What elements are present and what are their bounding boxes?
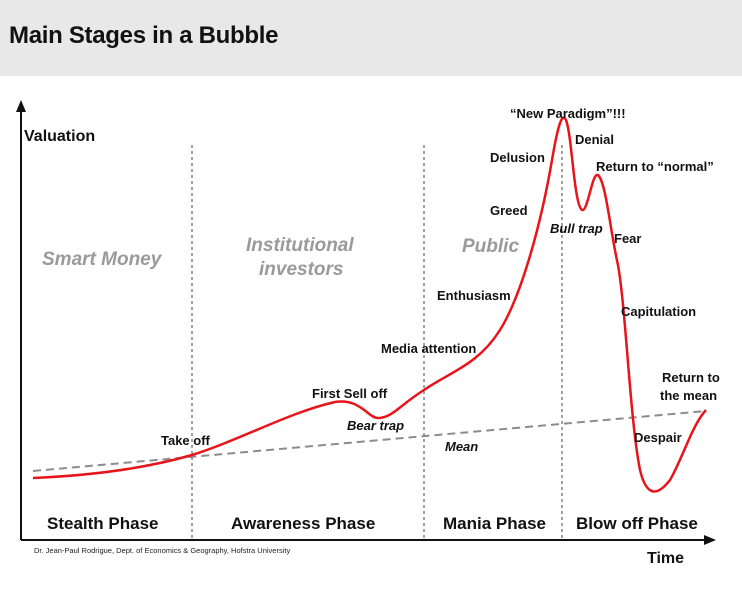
label-denial: Denial — [575, 132, 614, 147]
label-media-attention: Media attention — [381, 341, 476, 356]
label-fear: Fear — [614, 231, 641, 246]
phase-awareness: Awareness Phase — [231, 514, 375, 533]
label-return-to-mean-line1: Return to — [662, 370, 720, 385]
y-axis-label: Valuation — [24, 128, 95, 145]
phase-stealth: Stealth Phase — [47, 514, 159, 533]
mean-line — [32, 410, 707, 472]
label-bull-trap: Bull trap — [550, 221, 603, 236]
x-axis-arrow — [704, 535, 716, 545]
title-bar: Main Stages in a Bubble — [0, 0, 742, 76]
label-capitulation: Capitulation — [621, 304, 696, 319]
group-public: Public — [462, 236, 519, 257]
label-bear-trap: Bear trap — [347, 418, 404, 433]
label-greed: Greed — [490, 203, 528, 218]
phase-blowoff: Blow off Phase — [576, 514, 698, 533]
group-smart-money: Smart Money — [42, 249, 163, 270]
label-take-off: Take off — [161, 433, 211, 448]
label-return-to-normal: Return to “normal” — [596, 159, 714, 174]
label-despair: Despair — [634, 430, 682, 445]
y-axis-arrow — [16, 100, 26, 112]
phase-mania: Mania Phase — [443, 514, 546, 533]
label-return-to-mean-line2: the mean — [660, 388, 717, 403]
label-mean: Mean — [445, 439, 478, 454]
label-enthusiasm: Enthusiasm — [437, 288, 511, 303]
label-first-sell-off: First Sell off — [312, 386, 388, 401]
group-institutional-line2: investors — [259, 259, 343, 280]
credit-line: Dr. Jean-Paul Rodrigue, Dept. of Economi… — [34, 546, 290, 555]
x-axis-label: Time — [647, 550, 684, 567]
label-delusion: Delusion — [490, 150, 545, 165]
group-institutional-line1: Institutional — [246, 235, 354, 256]
bubble-curve — [32, 116, 707, 493]
label-new-paradigm: “New Paradigm”!!! — [510, 106, 626, 121]
page-title: Main Stages in a Bubble — [9, 22, 279, 49]
